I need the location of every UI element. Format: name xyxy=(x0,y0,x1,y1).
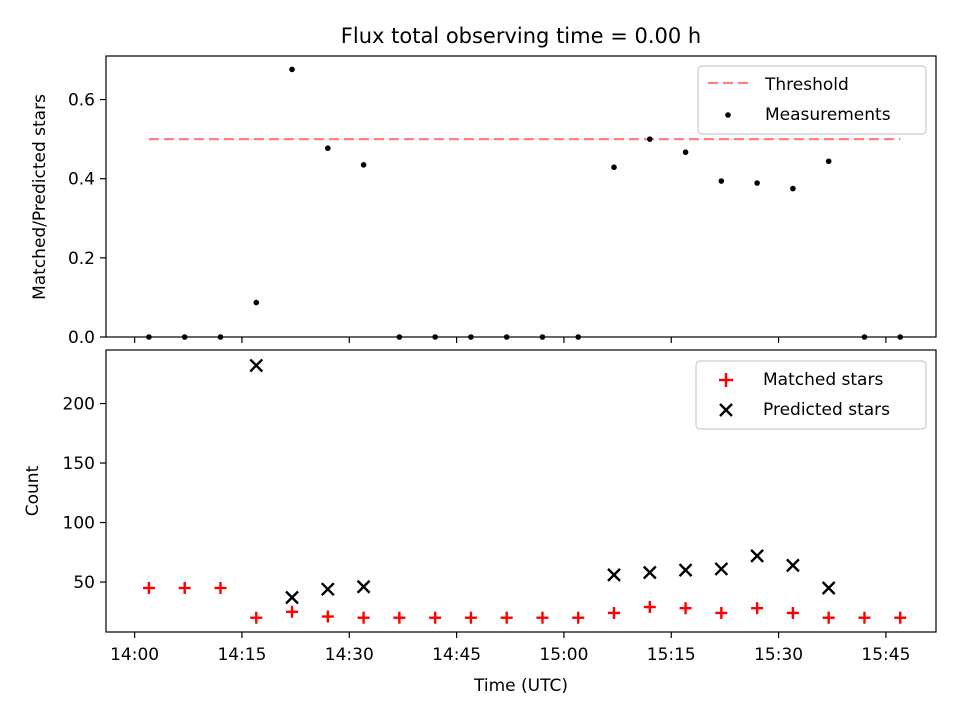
matched-star-marker xyxy=(286,605,299,618)
matched-star-marker xyxy=(858,611,871,624)
measurement-point xyxy=(754,180,760,186)
matched-star-marker xyxy=(178,581,191,594)
matched-star-marker xyxy=(393,611,406,624)
predicted-star-marker xyxy=(607,568,621,582)
bottom-legend: Matched stars Predicted stars xyxy=(695,360,927,430)
matched-star-marker xyxy=(142,581,155,594)
matched-star-marker xyxy=(751,602,764,615)
bottom-y-ticks: 50 100 150 200 xyxy=(63,395,106,593)
matched-star-marker xyxy=(357,611,370,624)
top-y-tick-label: 0.6 xyxy=(68,91,95,111)
matched-star-marker xyxy=(572,611,585,624)
predicted-star-marker xyxy=(750,548,764,563)
matched-star-marker xyxy=(214,581,227,594)
legend-measurements-swatch xyxy=(725,112,731,118)
x-tick-label: 15:45 xyxy=(861,645,910,665)
bottom-y-tick-label: 200 xyxy=(63,395,95,415)
matched-star-marker xyxy=(894,611,907,624)
predicted-star-marker xyxy=(320,582,335,597)
matched-star-marker xyxy=(250,611,263,624)
measurement-point xyxy=(360,162,367,168)
legend-predicted-label: Predicted stars xyxy=(763,400,890,420)
top-panel: 0.0 0.2 0.4 0.6 Matched/Predicted stars Thr… xyxy=(30,55,937,348)
measurement-point xyxy=(790,185,796,192)
predicted-star-marker xyxy=(249,358,264,373)
bottom-x-ticks: 14:00 14:15 14:30 14:45 15:00 15:15 15:30 15:45 xyxy=(110,632,910,665)
measurement-point xyxy=(825,158,832,165)
matched-star-markers xyxy=(142,581,907,624)
bottom-y-tick-label: 50 xyxy=(73,573,95,593)
bottom-y-tick-label: 150 xyxy=(63,454,95,474)
matched-star-marker xyxy=(536,611,549,624)
x-tick-label: 15:15 xyxy=(647,645,696,665)
matched-star-marker xyxy=(643,601,656,614)
x-axis-label: Time (UTC) xyxy=(473,676,568,696)
x-tick-label: 15:30 xyxy=(754,645,803,665)
bottom-axes-frame xyxy=(105,349,937,633)
top-y-tick-label: 0.4 xyxy=(68,170,95,190)
x-tick-label: 14:45 xyxy=(432,645,481,665)
measurement-point xyxy=(718,178,725,184)
measurement-point xyxy=(611,164,617,171)
bottom-legend-box xyxy=(695,360,927,430)
predicted-star-markers xyxy=(249,358,836,605)
legend-measurements-label: Measurements xyxy=(765,105,891,125)
matched-star-marker xyxy=(608,606,621,619)
x-tick-label: 14:30 xyxy=(325,645,374,665)
matched-star-marker xyxy=(715,606,728,619)
top-y-ticks: 0.0 0.2 0.4 0.6 xyxy=(68,91,106,348)
legend-matched-swatch xyxy=(719,373,733,387)
matched-star-marker xyxy=(786,606,799,619)
measurement-point xyxy=(682,149,689,155)
predicted-star-marker xyxy=(678,563,693,577)
matched-star-marker xyxy=(679,602,692,615)
x-tick-label: 15:00 xyxy=(539,645,588,665)
x-tick-label: 14:15 xyxy=(217,645,266,665)
matched-star-marker xyxy=(321,610,334,623)
bottom-y-axis-label: Count xyxy=(23,465,43,516)
top-axes-frame xyxy=(105,55,937,338)
legend-matched-label: Matched stars xyxy=(763,370,883,390)
measurement-point xyxy=(289,66,295,73)
top-y-tick-label: 0.0 xyxy=(68,328,95,348)
matched-star-marker xyxy=(429,611,442,624)
bottom-y-tick-label: 100 xyxy=(63,514,95,534)
matched-star-marker xyxy=(822,611,835,624)
predicted-star-marker xyxy=(356,579,371,594)
predicted-star-marker xyxy=(285,590,299,605)
legend-predicted-swatch xyxy=(719,403,733,417)
measurement-point xyxy=(253,299,260,306)
chart-title: Flux total observing time = 0.00 h xyxy=(341,24,701,48)
top-x-ticks xyxy=(134,337,887,343)
bottom-panel: 50 100 150 200 14:00 14:15 14:30 14:45 15:00 15:… xyxy=(23,349,937,696)
x-tick-label: 14:00 xyxy=(110,645,159,665)
predicted-star-marker xyxy=(786,558,800,573)
predicted-star-marker xyxy=(821,581,836,595)
top-y-tick-label: 0.2 xyxy=(68,249,95,269)
measurement-point xyxy=(325,145,331,152)
matched-star-marker xyxy=(500,611,513,624)
legend-threshold-label: Threshold xyxy=(764,75,849,95)
predicted-star-marker xyxy=(642,565,657,580)
top-legend-box xyxy=(697,65,927,135)
top-y-axis-label: Matched/Predicted stars xyxy=(30,94,50,300)
matched-star-marker xyxy=(464,611,477,624)
predicted-star-marker xyxy=(714,562,729,576)
top-legend: Threshold Measurements xyxy=(697,65,927,135)
measurement-point xyxy=(646,136,653,142)
